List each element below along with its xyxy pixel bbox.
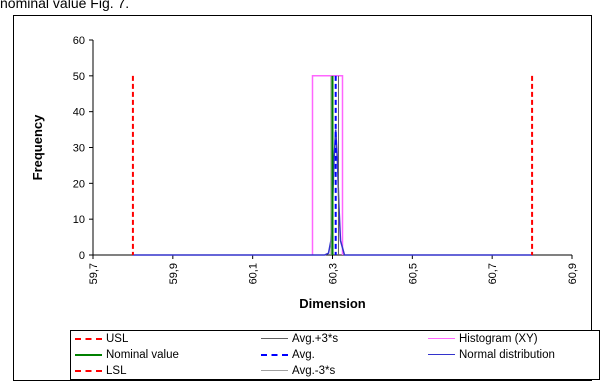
series-histogram-xy (311, 75, 344, 255)
legend-label: Normal distribution (459, 349, 555, 361)
legend-swatch (75, 370, 102, 372)
y-axis-title: Frequency (30, 114, 45, 181)
legend-swatch (428, 338, 455, 339)
y-tick-label: 40 (73, 107, 85, 119)
legend-label: Nominal value (106, 349, 179, 361)
legend-label: Avg. (292, 349, 315, 361)
y-tick-label: 50 (73, 71, 85, 83)
chart: 0 10 20 30 40 50 60 59,7 59,9 60,1 60,3 60,5 60,7 60,… (30, 35, 579, 311)
legend-swatch (75, 338, 102, 340)
x-tick-label: 60,1 (248, 263, 260, 284)
y-tick-label: 10 (73, 214, 85, 226)
legend-swatch (261, 338, 288, 339)
figure-caption: nominal value Fig. 7. (0, 0, 130, 11)
chart-legend: USL Avg.+3*s Histogram (XY) Nominal value Av… (70, 330, 600, 380)
legend-swatch (261, 354, 288, 356)
legend-swatch (428, 354, 455, 355)
y-tick-label: 0 (79, 250, 85, 262)
y-tick-label: 30 (73, 143, 85, 155)
legend-label: Histogram (XY) (459, 333, 538, 345)
x-axis-title: Dimension (299, 296, 366, 311)
legend-label: Avg.-3*s (292, 365, 336, 377)
x-tick-label: 59,9 (168, 263, 180, 284)
x-tick-label: 60,5 (407, 263, 419, 284)
x-tick-label: 60,9 (567, 263, 579, 284)
x-tick-label: 60,3 (328, 263, 340, 284)
legend-label: USL (106, 333, 129, 345)
y-tick-label: 60 (73, 35, 85, 47)
chart-frame: 0 10 20 30 40 50 60 59,7 59,9 60,1 60,3 60,5 60,7 60,… (13, 15, 600, 381)
y-tick-label: 20 (73, 178, 85, 190)
x-tick-label: 60,7 (487, 263, 499, 284)
legend-label: Avg.+3*s (292, 333, 339, 345)
x-tick-label: 59,7 (88, 263, 100, 284)
legend-swatch (261, 370, 288, 371)
legend-swatch (75, 354, 102, 356)
legend-label: LSL (106, 365, 127, 377)
